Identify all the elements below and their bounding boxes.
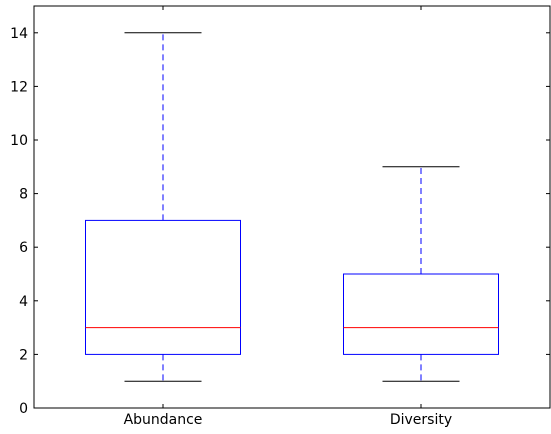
- x-tick-label: Diversity: [390, 412, 452, 428]
- y-tick-label: 2: [19, 347, 28, 363]
- iqr-box: [343, 273, 499, 355]
- x-tick-label: Abundance: [124, 412, 203, 428]
- box-diversity: [343, 166, 499, 382]
- y-tick-label: 0: [19, 401, 28, 417]
- plot-area: [33, 5, 551, 409]
- x-axis: Abundance Diversity: [124, 6, 452, 428]
- y-tick-label: 14: [10, 26, 28, 42]
- y-axis: 0 2 4 6 8 10 12 14: [10, 26, 550, 417]
- iqr-box: [85, 219, 241, 355]
- y-tick-label: 10: [10, 133, 28, 149]
- y-tick-label: 8: [19, 187, 28, 203]
- y-tick-label: 4: [19, 294, 28, 310]
- y-tick-label: 6: [19, 240, 28, 256]
- box-series: [85, 32, 499, 382]
- y-tick-label: 12: [10, 79, 28, 95]
- box-abundance: [85, 32, 241, 382]
